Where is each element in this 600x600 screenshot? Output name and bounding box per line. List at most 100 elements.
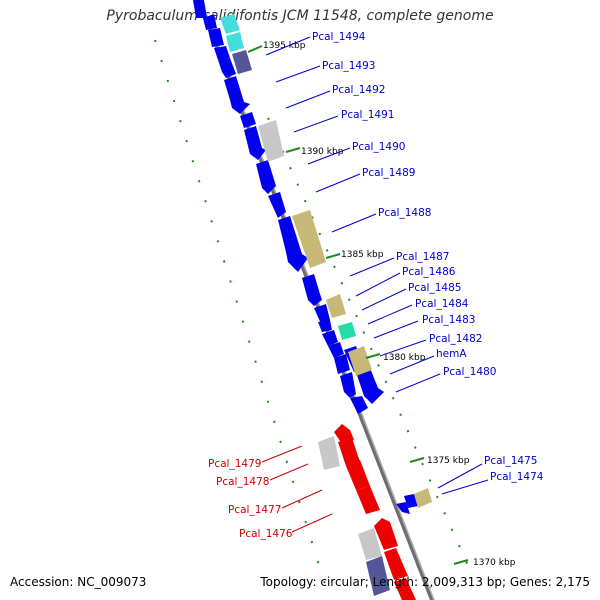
cyan-feature[interactable] (226, 32, 244, 52)
kbp-tick (285, 147, 301, 153)
forward-gene[interactable] (208, 28, 224, 47)
forward-gene[interactable] (256, 160, 276, 194)
leader-line (367, 304, 413, 325)
forward-gene[interactable] (328, 342, 344, 358)
feature-blocks (220, 14, 432, 596)
forward-gene[interactable] (193, 0, 207, 18)
outer-guide-dots-left (154, 39, 331, 600)
leader-line (395, 373, 441, 393)
leader-line (441, 479, 489, 495)
gray-feature[interactable] (358, 528, 382, 560)
gene-label-pcal-1490[interactable]: Pcal_1490 (352, 141, 405, 153)
kbp-tick (247, 45, 263, 53)
khaki-feature[interactable] (326, 294, 346, 318)
leader-line (265, 36, 311, 56)
gene-label-pcal-1493[interactable]: Pcal_1493 (322, 60, 375, 72)
forward-gene[interactable] (334, 354, 350, 374)
leader-line (291, 513, 333, 533)
leader-line (437, 463, 483, 489)
khaki-feature[interactable] (348, 346, 372, 376)
gene-label-pcal-1492[interactable]: Pcal_1492 (332, 84, 385, 96)
forward-gene[interactable] (350, 396, 368, 414)
reverse-gene-labels: Pcal_1479 Pcal_1478 Pcal_1477 Pcal_1476 (208, 445, 333, 540)
gene-label-pcal-1489[interactable]: Pcal_1489 (362, 167, 415, 179)
kbp-label: 1370 kbp (473, 558, 516, 568)
leader-line (379, 339, 427, 357)
teal-feature[interactable] (338, 322, 356, 340)
accession-label: Accession: NC_009073 (10, 575, 147, 589)
forward-gene[interactable] (240, 112, 256, 128)
gene-label-pcal-1476[interactable]: Pcal_1476 (239, 528, 293, 540)
leader-line (261, 445, 303, 463)
gene-label-pcal-1483[interactable]: Pcal_1483 (422, 314, 475, 326)
forward-gene[interactable] (214, 46, 230, 60)
leader-line (307, 147, 351, 165)
reverse-gene[interactable] (374, 518, 398, 550)
forward-gene[interactable] (244, 126, 266, 160)
gene-label-pcal-1479[interactable]: Pcal_1479 (208, 458, 261, 470)
forward-gene[interactable] (340, 372, 356, 398)
leader-line (389, 355, 435, 375)
forward-gene[interactable] (314, 304, 330, 326)
gene-label-pcal-1485[interactable]: Pcal_1485 (408, 282, 461, 294)
gene-label-hema[interactable]: hemA (436, 348, 467, 360)
reverse-gene[interactable] (356, 486, 380, 514)
kbp-tick (325, 253, 341, 259)
navy-feature[interactable] (232, 50, 252, 74)
leader-line (373, 320, 419, 339)
khaki-feature[interactable] (292, 210, 326, 268)
cyan-feature[interactable] (220, 14, 240, 34)
gene-label-pcal-1487[interactable]: Pcal_1487 (396, 251, 449, 263)
reverse-gene[interactable] (346, 458, 370, 490)
leader-line (281, 489, 323, 509)
gene-label-pcal-1491[interactable]: Pcal_1491 (341, 109, 394, 121)
gene-label-pcal-1474[interactable]: Pcal_1474 (490, 471, 544, 483)
gene-label-pcal-1480[interactable]: Pcal_1480 (443, 366, 496, 378)
kbp-markers: 1395 kbp 1390 kbp 1385 kbp 1380 kbp 1375… (247, 41, 516, 568)
forward-gene[interactable] (218, 58, 236, 78)
navy-feature[interactable] (366, 556, 390, 596)
forward-gene[interactable] (203, 14, 217, 30)
forward-gene[interactable] (268, 192, 286, 218)
forward-gene[interactable] (396, 502, 410, 514)
kbp-tick (453, 559, 469, 565)
kbp-label: 1390 kbp (301, 147, 344, 157)
gene-label-pcal-1494[interactable]: Pcal_1494 (312, 31, 366, 43)
reverse-genes (334, 424, 416, 600)
kbp-tick (365, 353, 381, 359)
leader-line (315, 173, 361, 193)
gene-label-pcal-1475[interactable]: Pcal_1475 (484, 455, 537, 467)
gene-label-pcal-1477[interactable]: Pcal_1477 (228, 504, 281, 516)
forward-gene[interactable] (404, 494, 418, 508)
leader-line (349, 257, 395, 277)
forward-gene[interactable] (318, 320, 332, 332)
reverse-gene[interactable] (394, 578, 416, 600)
leader-line (331, 213, 377, 233)
gene-label-pcal-1484[interactable]: Pcal_1484 (415, 298, 469, 310)
forward-genes (193, 0, 418, 514)
forward-gene[interactable] (224, 76, 250, 114)
gene-label-pcal-1488[interactable]: Pcal_1488 (378, 207, 431, 219)
genome-summary: Topology: circular; Length: 2,009,313 bp… (260, 575, 590, 589)
leader-line (293, 115, 339, 133)
leader-line (269, 463, 309, 481)
gray-feature[interactable] (258, 120, 284, 162)
forward-gene[interactable] (322, 330, 338, 346)
leader-line (355, 272, 401, 297)
gene-label-pcal-1482[interactable]: Pcal_1482 (429, 333, 482, 345)
forward-gene[interactable] (302, 274, 322, 306)
kbp-label: 1375 kbp (427, 456, 470, 466)
gene-label-pcal-1486[interactable]: Pcal_1486 (402, 266, 456, 278)
khaki-feature[interactable] (414, 488, 432, 508)
leader-line (275, 65, 321, 83)
forward-gene-labels: Pcal_1494 Pcal_1493 Pcal_1492 Pcal_1491 … (265, 31, 544, 495)
forward-gene[interactable] (356, 368, 384, 404)
gene-label-pcal-1478[interactable]: Pcal_1478 (216, 476, 269, 488)
kbp-tick (409, 457, 425, 463)
kbp-label: 1395 kbp (263, 41, 306, 51)
gray-feature[interactable] (318, 436, 340, 470)
reverse-gene[interactable] (384, 548, 408, 580)
forward-gene[interactable] (278, 216, 308, 272)
